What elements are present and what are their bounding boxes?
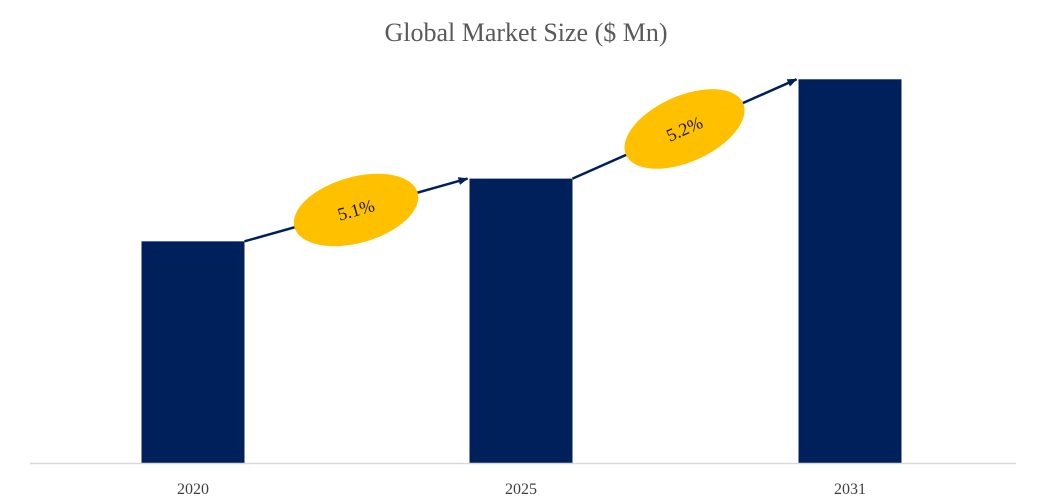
x-tick-label-2020: 2020 (177, 481, 209, 498)
chart-title: Global Market Size ($ Mn) (384, 18, 668, 47)
x-tick-label-2031: 2031 (834, 481, 866, 498)
bar-2031 (798, 79, 902, 464)
x-tick-label-2025: 2025 (505, 481, 537, 498)
bar-2020 (141, 241, 245, 463)
bar-2025 (469, 178, 573, 463)
growth-bubble-2 (624, 89, 745, 169)
growth-bubble-1 (293, 173, 419, 247)
